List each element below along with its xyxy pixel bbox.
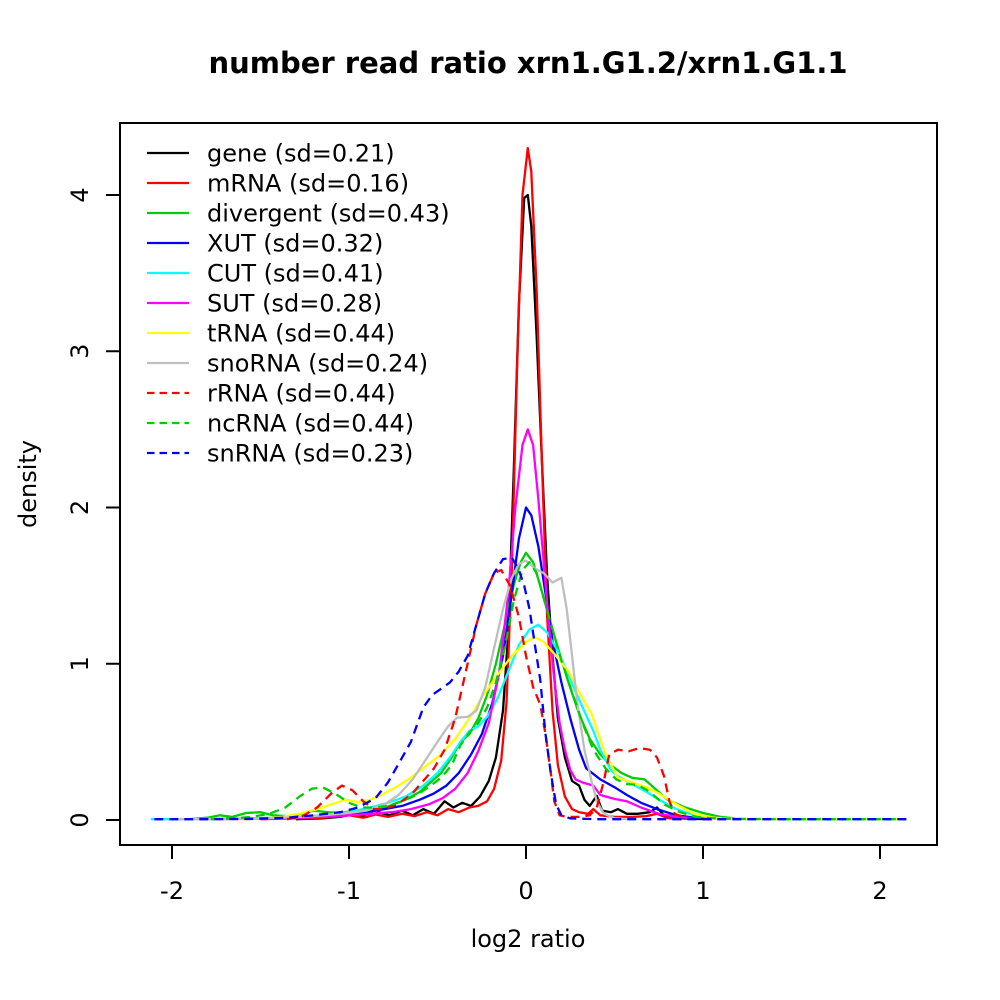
- curve-SUT: [216, 428, 695, 821]
- chart-title: number read ratio xrn1.G1.2/xrn1.G1.1: [208, 46, 847, 80]
- x-tick-label: 2: [872, 877, 887, 905]
- curve-mRNA: [260, 146, 682, 821]
- curve-snRNA: [154, 556, 907, 821]
- legend-item-rRNA: rRNA (sd=0.44): [147, 380, 396, 408]
- legend-label-CUT: CUT (sd=0.41): [207, 260, 384, 288]
- axis-ticks: [106, 194, 881, 859]
- y-tick-label: 0: [66, 812, 94, 827]
- legend-label-mRNA: mRNA (sd=0.16): [207, 170, 409, 198]
- legend-label-SUT: SUT (sd=0.28): [207, 290, 382, 318]
- legend-item-tRNA: tRNA (sd=0.44): [147, 320, 395, 348]
- plot-area-border: [119, 122, 938, 846]
- x-tick-label: -2: [160, 877, 184, 905]
- legend-label-gene: gene (sd=0.21): [207, 140, 395, 168]
- y-tick-label: 3: [66, 344, 94, 359]
- y-tick-label: 1: [66, 656, 94, 671]
- legend-label-tRNA: tRNA (sd=0.44): [207, 320, 395, 348]
- legend-label-snoRNA: snoRNA (sd=0.24): [207, 350, 428, 378]
- legend-label-ncRNA: ncRNA (sd=0.44): [207, 410, 414, 438]
- legend-item-CUT: CUT (sd=0.41): [147, 260, 384, 288]
- legend-item-mRNA: mRNA (sd=0.16): [147, 170, 409, 198]
- curve-rRNA: [286, 568, 712, 821]
- x-axis-label: log2 ratio: [471, 925, 586, 953]
- legend-label-XUT: XUT (sd=0.32): [207, 230, 383, 258]
- legend-item-divergent: divergent (sd=0.43): [147, 200, 450, 228]
- legend-item-XUT: XUT (sd=0.32): [147, 230, 383, 258]
- legend-label-snRNA: snRNA (sd=0.23): [207, 440, 413, 468]
- axis-tick-labels: -2 -1 0 1 2 0 1 2 3 4: [66, 187, 888, 905]
- curve-CUT: [150, 623, 907, 821]
- y-tick-label: 2: [66, 500, 94, 515]
- curve-ncRNA: [210, 561, 907, 821]
- x-tick-label: 0: [518, 877, 533, 905]
- legend-label-rRNA: rRNA (sd=0.44): [207, 380, 396, 408]
- legend-label-divergent: divergent (sd=0.43): [207, 200, 450, 228]
- curve-snoRNA: [172, 559, 629, 821]
- x-tick-label: -1: [337, 877, 361, 905]
- curves-layer: [150, 146, 907, 821]
- legend-item-SUT: SUT (sd=0.28): [147, 290, 382, 318]
- curve-XUT: [242, 506, 712, 821]
- legend-item-gene: gene (sd=0.21): [147, 140, 395, 168]
- legend-item-ncRNA: ncRNA (sd=0.44): [147, 410, 414, 438]
- legend-item-snRNA: snRNA (sd=0.23): [147, 440, 413, 468]
- y-tick-label: 4: [66, 187, 94, 202]
- legend: gene (sd=0.21)mRNA (sd=0.16)divergent (s…: [147, 140, 450, 468]
- legend-item-snoRNA: snoRNA (sd=0.24): [147, 350, 428, 378]
- curve-gene: [295, 193, 712, 821]
- y-axis-label: density: [14, 440, 42, 528]
- x-tick-label: 1: [695, 877, 710, 905]
- curve-tRNA: [242, 636, 907, 821]
